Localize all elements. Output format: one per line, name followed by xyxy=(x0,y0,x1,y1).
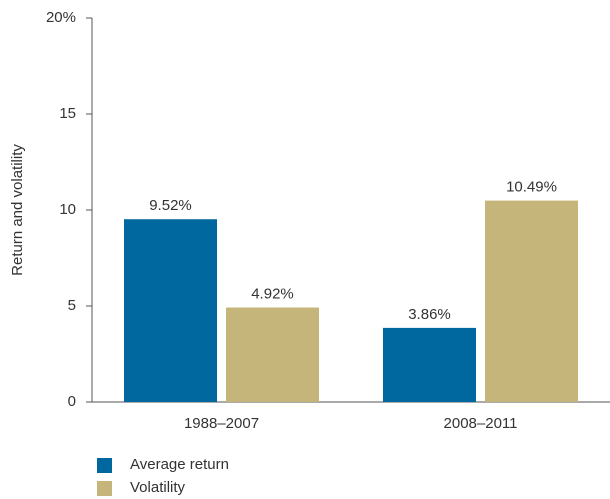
bar xyxy=(485,200,578,402)
x-tick-label: 1988–2007 xyxy=(184,415,259,432)
y-tick-label: 15 xyxy=(59,105,76,122)
bar xyxy=(383,327,476,402)
data-label: 3.86% xyxy=(408,306,451,323)
y-tick-label: 20% xyxy=(46,9,76,26)
y-tick-label: 5 xyxy=(68,297,76,314)
bar xyxy=(124,219,217,402)
y-axis-label: Return and volatility xyxy=(9,144,26,276)
data-label: 4.92% xyxy=(251,286,294,303)
legend-label: Volatility xyxy=(130,479,186,496)
data-label: 10.49% xyxy=(506,179,557,196)
x-tick-label: 2008–2011 xyxy=(444,415,518,432)
legend-label: Average return xyxy=(130,456,229,473)
y-tick-label: 0 xyxy=(68,393,76,410)
bar xyxy=(226,307,319,402)
legend-swatch xyxy=(97,458,112,473)
legend-swatch xyxy=(97,481,112,496)
data-label: 9.52% xyxy=(149,197,192,214)
y-tick-label: 10 xyxy=(59,201,76,218)
